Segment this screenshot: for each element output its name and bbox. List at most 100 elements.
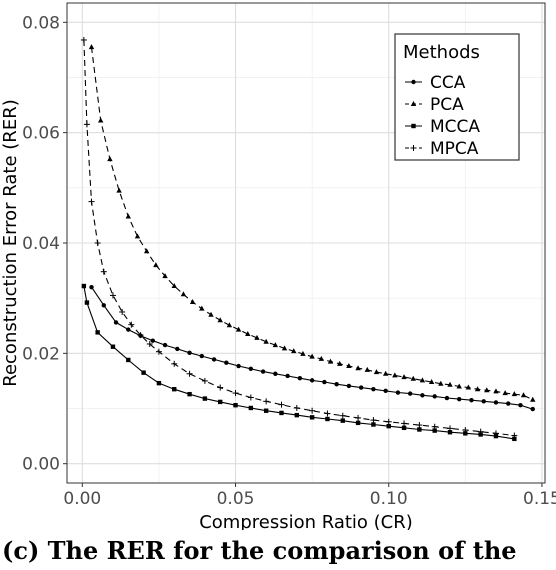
series-mpca — [80, 36, 518, 439]
legend-entry-pca: PCA — [405, 95, 464, 115]
data-point-mcca — [371, 422, 376, 427]
data-point-mpca — [370, 417, 377, 424]
data-point-mpca — [263, 398, 270, 405]
data-point-pca — [107, 156, 113, 162]
data-point-cca — [285, 373, 290, 379]
data-point-cca — [224, 360, 229, 365]
data-point-cca — [162, 342, 168, 348]
data-point-mcca — [386, 423, 391, 429]
legend-label: PCA — [430, 95, 464, 115]
data-point-mpca — [109, 292, 116, 299]
y-tick-label: 0.04 — [22, 234, 60, 254]
data-point-cca — [493, 400, 499, 405]
y-axis: 0.00 0.02 0.04 0.06 0.08 — [22, 13, 67, 475]
data-point-mpca — [339, 412, 346, 419]
data-point-pca — [125, 213, 131, 219]
data-point-cca — [175, 346, 180, 352]
x-tick-label: 0.10 — [370, 489, 408, 509]
data-point-cca — [371, 387, 376, 392]
data-point-pca — [291, 348, 297, 354]
y-tick-label: 0.00 — [22, 455, 60, 475]
data-point-mcca — [417, 427, 422, 432]
legend-entry-mcca: MCCA — [405, 117, 480, 137]
series-line-mcca — [83, 285, 515, 440]
series-line-mpca — [83, 39, 515, 437]
y-tick-label: 0.08 — [22, 13, 60, 33]
data-point-pca — [98, 117, 104, 123]
data-point-mpca — [492, 430, 499, 437]
legend-key-marker — [411, 79, 416, 85]
data-point-cca — [150, 338, 155, 343]
data-point-pca — [364, 366, 370, 372]
data-point-mcca — [218, 399, 223, 405]
data-point-pca — [272, 342, 279, 348]
data-point-mpca — [447, 425, 454, 432]
data-point-mpca — [100, 268, 107, 275]
data-point-mcca — [126, 357, 131, 363]
data-point-cca — [126, 327, 131, 332]
data-point-mcca — [325, 416, 330, 422]
data-point-pca — [143, 248, 150, 254]
data-point-mcca — [447, 430, 453, 435]
legend-key-marker — [410, 101, 417, 106]
data-point-pca — [456, 383, 462, 389]
data-point-pca — [419, 377, 426, 383]
data-point-cca — [420, 393, 425, 398]
data-point-cca — [211, 357, 217, 362]
data-point-mcca — [248, 405, 254, 411]
data-point-mcca — [110, 344, 116, 349]
data-point-mcca — [309, 415, 315, 420]
data-point-mpca — [247, 394, 254, 401]
data-point-pca — [447, 381, 453, 387]
data-point-cca — [113, 320, 119, 325]
series-pca — [88, 44, 536, 402]
series-cca — [89, 284, 535, 412]
legend-entry-cca: CCA — [405, 73, 466, 93]
data-point-mpca — [401, 420, 408, 427]
data-point-mpca — [324, 410, 331, 417]
data-point-mcca — [401, 425, 407, 431]
data-point-mcca — [463, 431, 468, 436]
data-point-mpca — [217, 384, 224, 391]
data-point-pca — [226, 322, 233, 328]
data-point-pca — [217, 317, 223, 323]
data-point-pca — [171, 283, 177, 289]
data-point-cca — [518, 403, 523, 408]
data-point-pca — [392, 372, 398, 378]
legend-label: CCA — [430, 73, 466, 93]
data-point-mcca — [432, 428, 437, 433]
x-tick-label: 0.00 — [63, 489, 101, 509]
data-point-pca — [254, 334, 260, 340]
data-point-mcca — [355, 420, 361, 426]
data-point-pca — [428, 379, 435, 385]
data-point-cca — [530, 406, 535, 412]
x-axis: 0.00 0.05 0.10 0.15 — [63, 483, 556, 509]
data-point-cca — [260, 369, 266, 374]
data-point-mcca — [156, 380, 162, 386]
data-point-pca — [235, 326, 242, 332]
data-point-cca — [346, 383, 352, 389]
data-point-pca — [474, 386, 481, 392]
data-point-pca — [401, 374, 407, 380]
data-point-pca — [355, 365, 361, 371]
data-point-mpca — [128, 321, 135, 328]
data-point-mpca — [278, 401, 285, 408]
data-point-mcca — [279, 410, 284, 416]
data-point-pca — [530, 396, 536, 402]
data-point-mcca — [141, 370, 146, 375]
data-point-cca — [89, 284, 94, 290]
chart: 0.00 0.05 0.10 0.15 0.00 0.02 0.04 0.06 0.08 Co… — [0, 2, 556, 530]
data-point-cca — [481, 399, 486, 404]
data-point-cca — [432, 394, 437, 399]
data-point-cca — [101, 303, 106, 308]
data-point-pca — [245, 331, 251, 337]
data-point-pca — [520, 392, 527, 398]
y-axis-title: Reconstruction Error Rate (RER) — [0, 99, 21, 386]
data-point-pca — [484, 387, 490, 393]
data-point-cca — [506, 401, 511, 406]
data-point-pca — [116, 187, 122, 193]
data-point-mcca — [95, 330, 100, 335]
data-point-pca — [88, 44, 95, 50]
data-point-mpca — [83, 121, 90, 128]
